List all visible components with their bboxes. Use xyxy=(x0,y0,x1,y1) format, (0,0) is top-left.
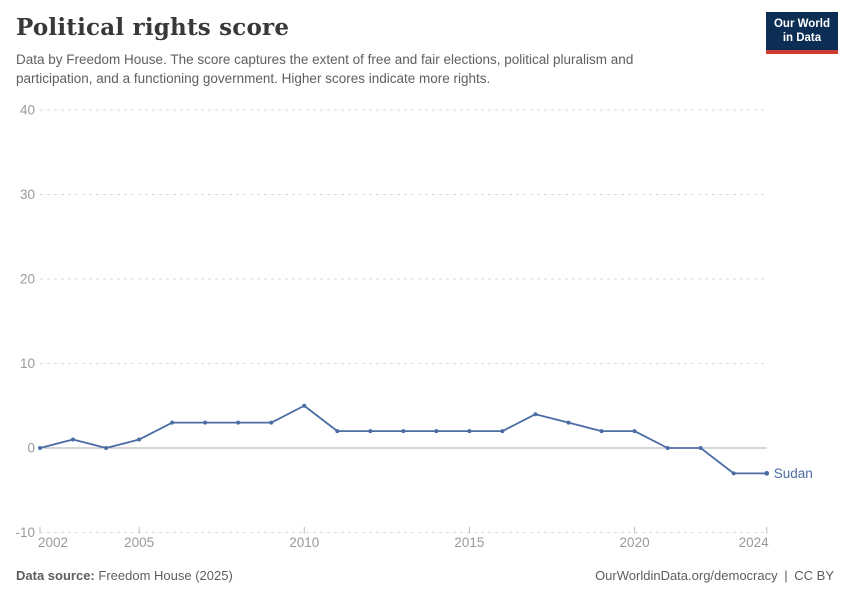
data-point[interactable] xyxy=(104,446,109,450)
chart-footer: Data source: Freedom House (2025) OurWor… xyxy=(16,568,834,583)
data-point[interactable] xyxy=(236,420,241,425)
data-source: Data source: Freedom House (2025) xyxy=(16,568,233,583)
data-source-value: Freedom House (2025) xyxy=(98,568,233,583)
x-tick-label: 2015 xyxy=(454,535,484,550)
y-tick-label: -10 xyxy=(15,525,35,540)
data-point[interactable] xyxy=(137,437,142,442)
y-tick-label: 0 xyxy=(27,441,35,456)
y-tick-label: 10 xyxy=(20,356,35,371)
data-point[interactable] xyxy=(467,429,472,434)
x-tick-label: 2010 xyxy=(289,535,319,550)
owid-logo: Our World in Data xyxy=(765,12,838,54)
data-point[interactable] xyxy=(401,429,406,434)
data-point[interactable] xyxy=(71,437,76,442)
owid-logo-line2: in Data xyxy=(782,32,822,45)
data-point[interactable] xyxy=(533,412,538,417)
data-point[interactable] xyxy=(665,446,670,450)
data-source-label: Data source: xyxy=(16,568,95,583)
owid-logo-line1: Our World xyxy=(773,18,830,30)
data-point[interactable] xyxy=(368,429,373,434)
data-point[interactable] xyxy=(302,403,307,408)
y-tick-label: 30 xyxy=(20,187,35,202)
chart-header: Political rights score Data by Freedom H… xyxy=(16,14,740,88)
x-tick-label: 2020 xyxy=(620,535,650,550)
owid-url-link[interactable]: OurWorldinData.org/democracy xyxy=(595,568,778,583)
y-tick-label: 40 xyxy=(20,103,35,118)
data-point[interactable] xyxy=(203,420,208,425)
data-point[interactable] xyxy=(269,420,274,425)
data-point[interactable] xyxy=(698,446,703,450)
data-point[interactable] xyxy=(599,429,604,434)
y-tick-label: 20 xyxy=(20,272,35,287)
x-tick-label: 2024 xyxy=(739,535,770,550)
data-point[interactable] xyxy=(335,429,340,434)
license-label: CC BY xyxy=(794,568,834,583)
data-point[interactable] xyxy=(434,429,439,434)
data-point[interactable] xyxy=(566,420,571,425)
data-point[interactable] xyxy=(764,470,770,476)
data-point[interactable] xyxy=(170,420,175,425)
data-point[interactable] xyxy=(632,429,637,434)
page-title: Political rights score xyxy=(16,14,290,41)
series-line-sudan[interactable] xyxy=(39,404,768,475)
data-point[interactable] xyxy=(38,446,42,450)
chart-subtitle: Data by Freedom House. The score capture… xyxy=(16,51,634,86)
series-label-sudan[interactable]: Sudan xyxy=(774,466,813,481)
x-tick-label: 2005 xyxy=(124,535,154,550)
data-point[interactable] xyxy=(500,429,505,434)
attribution-separator: | xyxy=(784,568,788,583)
data-point[interactable] xyxy=(731,471,736,476)
attribution: OurWorldinData.org/democracy | CC BY xyxy=(595,568,834,583)
x-tick-label: 2002 xyxy=(38,535,68,550)
